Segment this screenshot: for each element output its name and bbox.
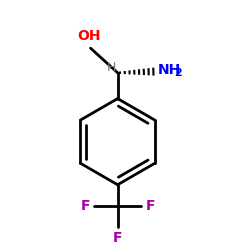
Text: NH: NH xyxy=(158,63,181,77)
Text: 2: 2 xyxy=(174,68,182,78)
Text: F: F xyxy=(146,199,155,213)
Text: F: F xyxy=(113,231,122,245)
Text: OH: OH xyxy=(78,29,101,43)
Text: F: F xyxy=(80,199,90,213)
Text: H: H xyxy=(107,61,117,74)
